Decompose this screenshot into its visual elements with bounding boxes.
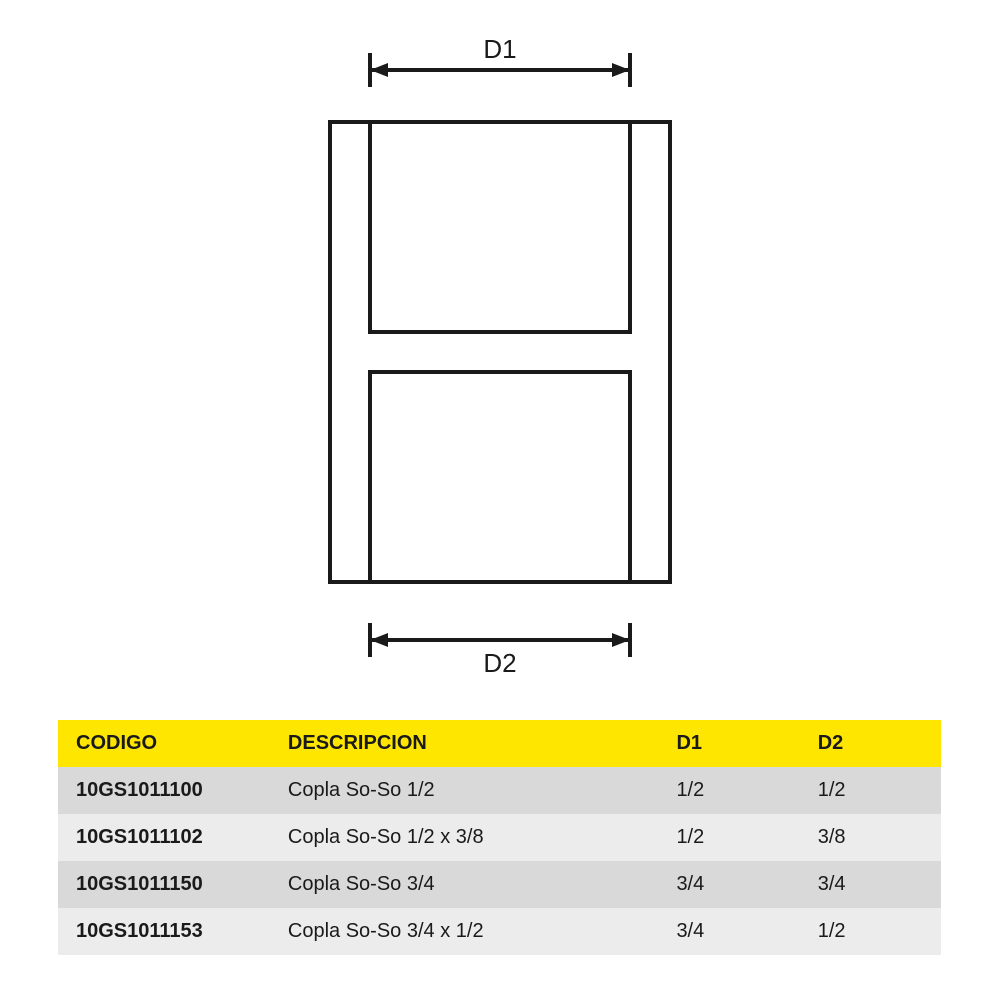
dimension-label: D1 [483,34,516,64]
table-cell: 10GS1011100 [58,767,270,814]
table-row: 10GS1011100Copla So-So 1/21/21/2 [58,767,941,814]
table-cell: 1/2 [658,767,799,814]
table-header-row: CODIGODESCRIPCIOND1D2 [58,720,941,767]
table-cell: 3/4 [658,908,799,955]
table-cell: Copla So-So 1/2 x 3/8 [270,814,659,861]
table-cell: Copla So-So 3/4 [270,861,659,908]
table-row: 10GS1011153Copla So-So 3/4 x 1/23/41/2 [58,908,941,955]
table-cell: 10GS1011150 [58,861,270,908]
technical-diagram: D1 D2 [0,0,1000,690]
table-cell: 10GS1011153 [58,908,270,955]
spec-table-container: CODIGODESCRIPCIOND1D2 10GS1011100Copla S… [58,720,941,955]
table-cell: 3/4 [658,861,799,908]
table-cell: 1/2 [800,767,941,814]
table-cell: 1/2 [800,908,941,955]
table-row: 10GS1011150Copla So-So 3/43/43/4 [58,861,941,908]
table-cell: 3/8 [800,814,941,861]
table-cell: 3/4 [800,861,941,908]
table-cell: Copla So-So 3/4 x 1/2 [270,908,659,955]
table-row: 10GS1011102Copla So-So 1/2 x 3/81/23/8 [58,814,941,861]
table-header-d2: D2 [800,720,941,767]
table-cell: 10GS1011102 [58,814,270,861]
table-cell: 1/2 [658,814,799,861]
dimension-label: D2 [483,648,516,678]
table-header-descripcion: DESCRIPCION [270,720,659,767]
table-header-d1: D1 [658,720,799,767]
table-cell: Copla So-So 1/2 [270,767,659,814]
spec-table: CODIGODESCRIPCIOND1D2 10GS1011100Copla S… [58,720,941,955]
table-header-codigo: CODIGO [58,720,270,767]
